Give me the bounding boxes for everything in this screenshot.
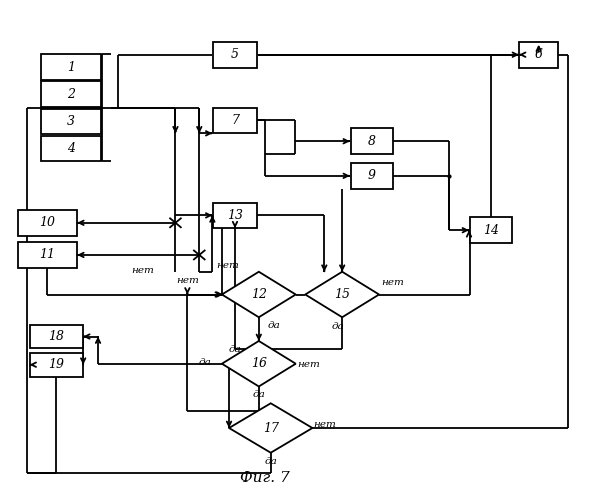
Text: 9: 9 — [368, 170, 376, 182]
Text: нет: нет — [314, 420, 337, 428]
Text: 13: 13 — [227, 209, 243, 222]
Text: 16: 16 — [251, 357, 267, 370]
Text: нет: нет — [381, 278, 404, 287]
Polygon shape — [222, 272, 296, 317]
FancyBboxPatch shape — [29, 353, 83, 376]
Polygon shape — [305, 272, 379, 317]
Text: 18: 18 — [48, 330, 64, 343]
Text: да: да — [252, 390, 265, 400]
Text: 17: 17 — [263, 422, 279, 434]
Text: 8: 8 — [368, 134, 376, 147]
Text: да: да — [332, 322, 344, 330]
Text: да: да — [268, 321, 281, 330]
Polygon shape — [229, 404, 313, 452]
Text: 6: 6 — [535, 48, 543, 61]
Text: 12: 12 — [251, 288, 267, 301]
Text: да: да — [228, 346, 241, 354]
Polygon shape — [222, 341, 296, 386]
Text: 2: 2 — [67, 88, 75, 101]
FancyBboxPatch shape — [17, 210, 77, 236]
Text: 4: 4 — [67, 142, 75, 155]
Text: 15: 15 — [334, 288, 350, 301]
FancyBboxPatch shape — [519, 42, 558, 68]
Text: 14: 14 — [483, 224, 499, 236]
FancyBboxPatch shape — [41, 82, 101, 107]
Text: 3: 3 — [67, 115, 75, 128]
FancyBboxPatch shape — [17, 242, 77, 268]
Text: да: да — [264, 456, 277, 466]
FancyBboxPatch shape — [29, 324, 83, 348]
FancyBboxPatch shape — [41, 136, 101, 162]
Text: 10: 10 — [40, 216, 55, 230]
FancyBboxPatch shape — [41, 108, 101, 134]
FancyBboxPatch shape — [350, 163, 394, 188]
Text: нет: нет — [177, 276, 200, 284]
Text: нет: нет — [297, 360, 320, 369]
Text: 11: 11 — [40, 248, 55, 262]
FancyBboxPatch shape — [350, 128, 394, 154]
FancyBboxPatch shape — [213, 202, 257, 228]
Text: да: да — [198, 358, 211, 367]
Text: нет: нет — [131, 266, 154, 274]
Text: 5: 5 — [231, 48, 239, 61]
FancyBboxPatch shape — [213, 108, 257, 134]
FancyBboxPatch shape — [213, 42, 257, 68]
FancyBboxPatch shape — [41, 54, 101, 80]
FancyBboxPatch shape — [469, 218, 513, 243]
Text: 1: 1 — [67, 60, 75, 74]
Text: нет: нет — [216, 261, 239, 270]
Text: Фиг. 7: Фиг. 7 — [240, 471, 290, 485]
Text: 19: 19 — [48, 358, 64, 371]
Text: 7: 7 — [231, 114, 239, 127]
